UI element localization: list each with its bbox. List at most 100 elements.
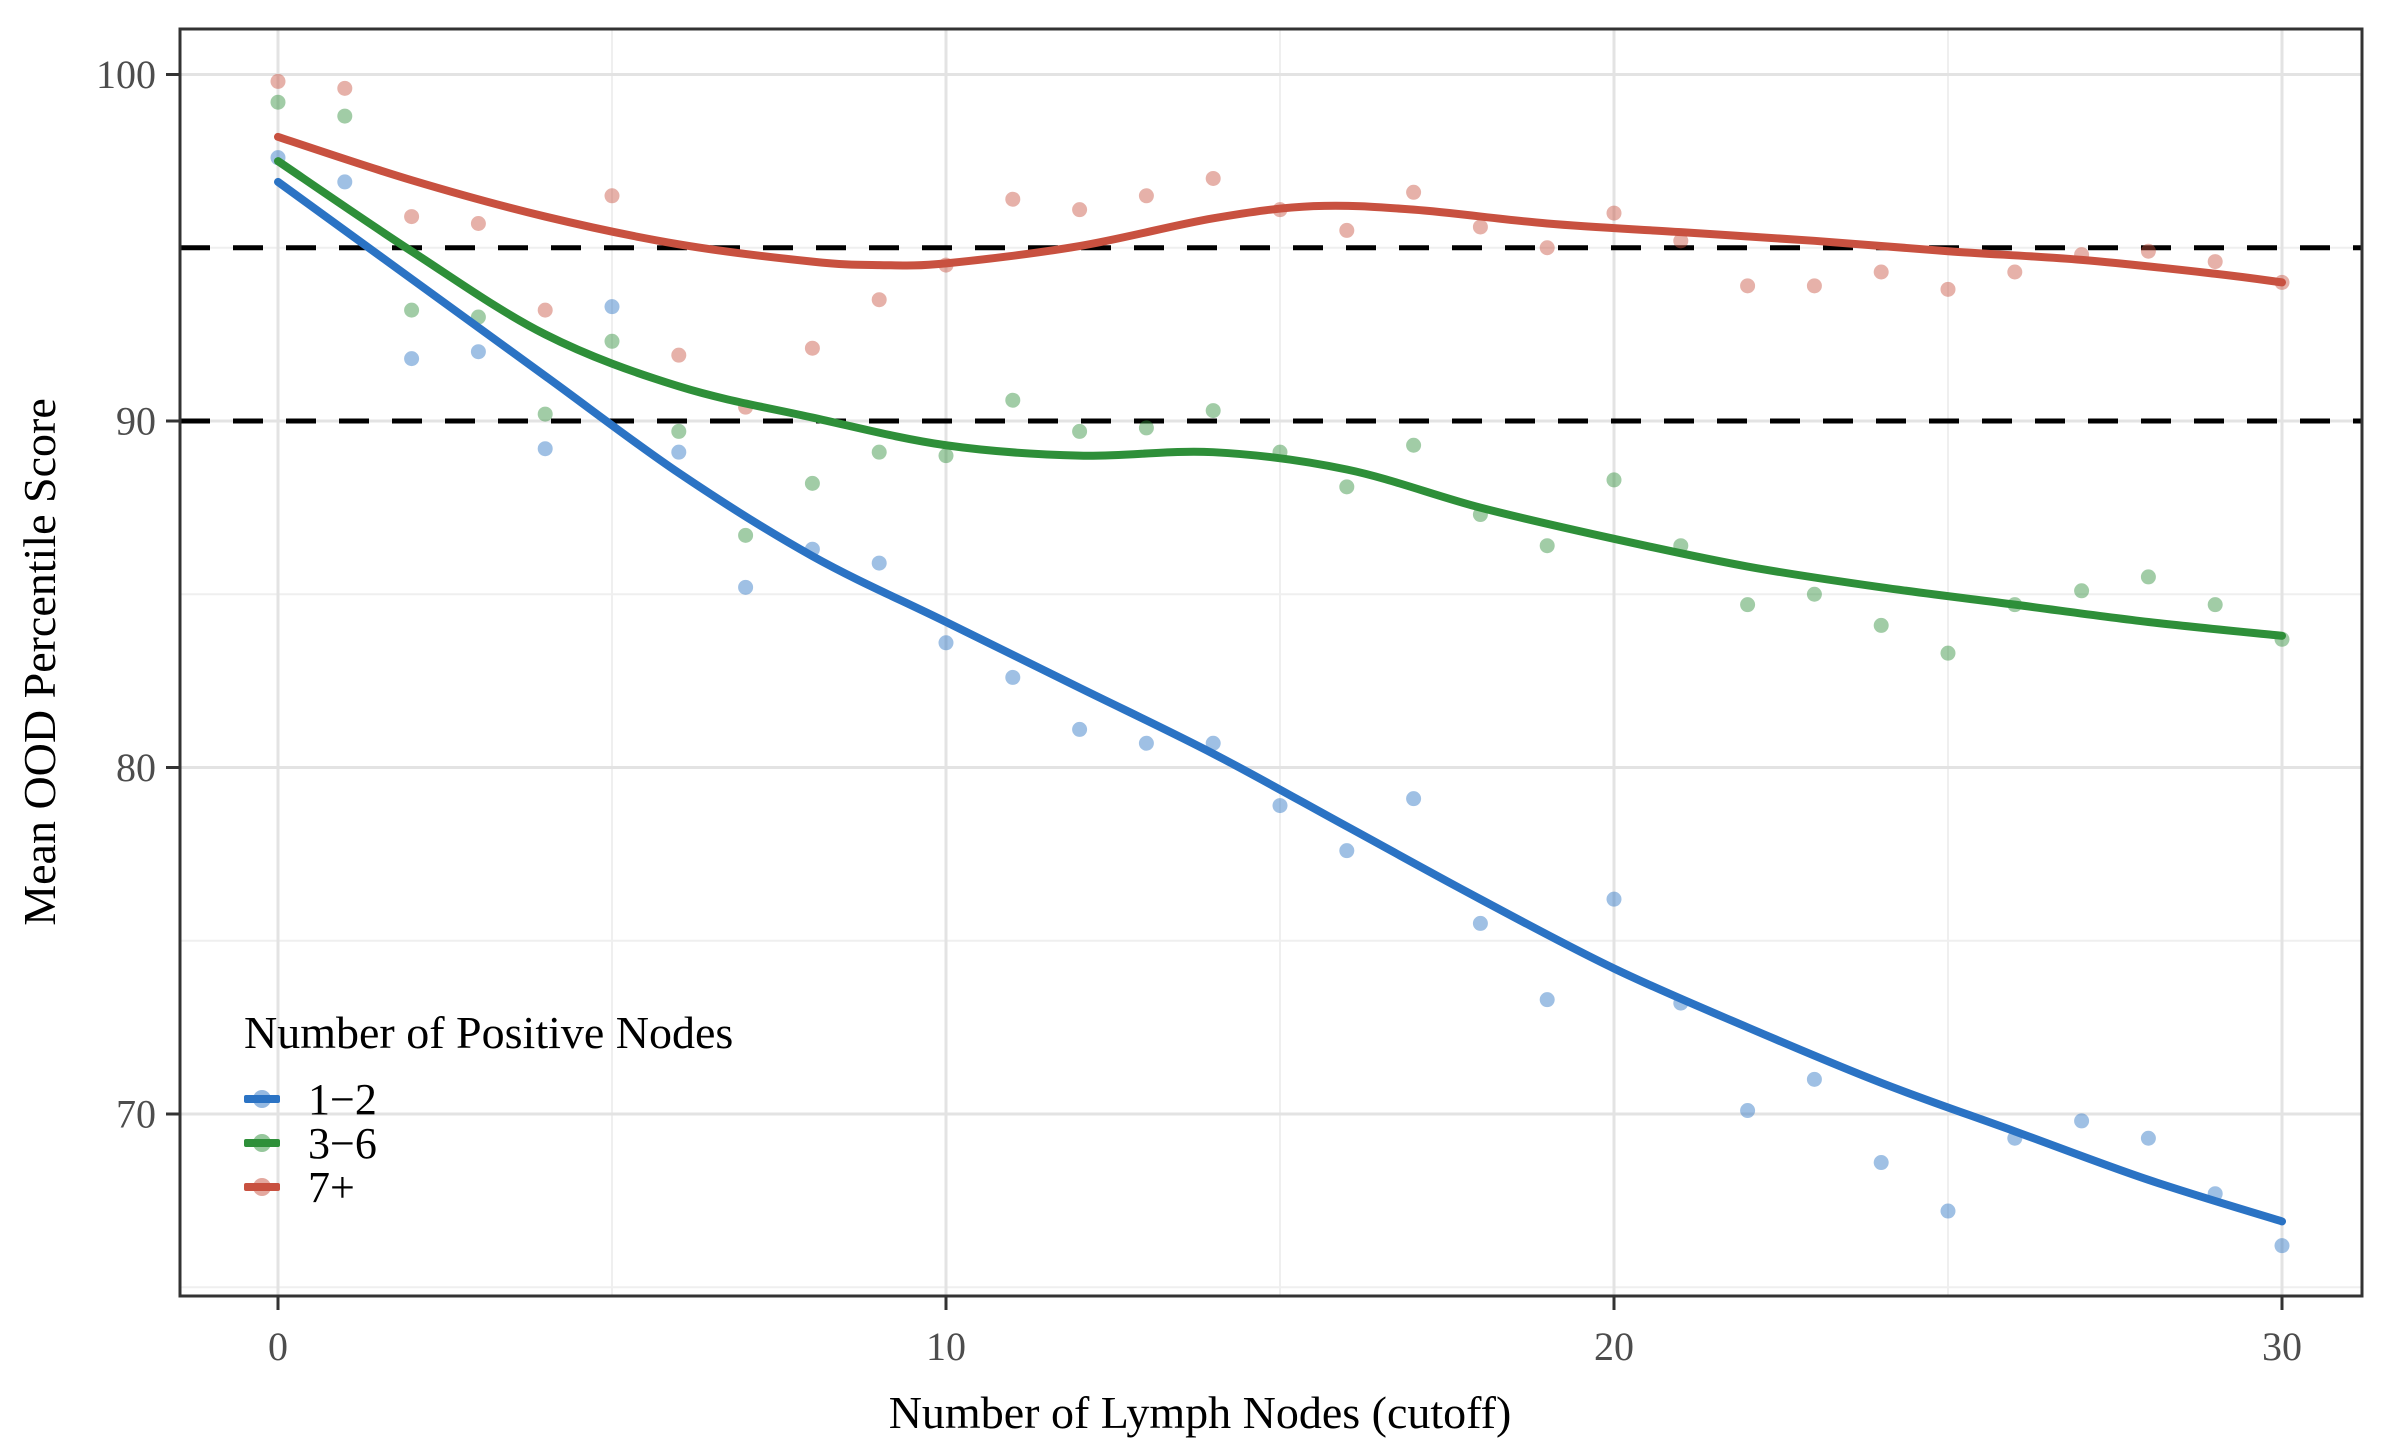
data-point-1−2 <box>671 444 687 460</box>
data-point-3−6 <box>1138 420 1154 436</box>
data-point-3−6 <box>2140 569 2156 585</box>
data-point-7+ <box>1472 219 1488 235</box>
data-point-7+ <box>671 347 687 363</box>
data-point-3−6 <box>337 108 353 124</box>
data-point-3−6 <box>1940 645 1956 661</box>
data-point-1−2 <box>871 555 887 571</box>
data-point-7+ <box>270 73 286 89</box>
data-point-1−2 <box>1606 891 1622 907</box>
y-tick-label-100: 100 <box>96 52 156 97</box>
data-point-3−6 <box>404 302 420 318</box>
data-point-7+ <box>1138 188 1154 204</box>
legend-swatch-1-2 <box>244 1077 280 1121</box>
data-point-7+ <box>337 80 353 96</box>
data-point-3−6 <box>1406 437 1422 453</box>
data-point-3−6 <box>738 527 754 543</box>
legend: Number of Positive Nodes 1−2 3−6 7+ <box>244 1006 734 1212</box>
data-point-7+ <box>1673 233 1689 249</box>
legend-swatch-7plus <box>244 1165 280 1209</box>
data-point-3−6 <box>804 475 820 491</box>
legend-item-1-2: 1−2 <box>244 1075 733 1124</box>
data-point-7+ <box>1339 222 1355 238</box>
data-point-1−2 <box>938 635 954 651</box>
data-point-1−2 <box>1138 735 1154 751</box>
data-point-3−6 <box>1339 479 1355 495</box>
data-point-3−6 <box>871 444 887 460</box>
legend-point-icon <box>253 1134 271 1152</box>
y-axis-title: Mean OOD Percentile Score <box>14 398 65 926</box>
y-tick-label-70: 70 <box>116 1092 156 1137</box>
data-point-7+ <box>2007 264 2023 280</box>
data-point-3−6 <box>2074 583 2090 599</box>
data-point-1−2 <box>1472 915 1488 931</box>
data-point-1−2 <box>537 441 553 457</box>
data-point-3−6 <box>604 333 620 349</box>
data-point-3−6 <box>1205 403 1221 419</box>
data-point-7+ <box>1806 278 1822 294</box>
smooth-curve-7+ <box>274 132 2286 287</box>
data-point-1−2 <box>2074 1113 2090 1129</box>
x-tick-label-30: 30 <box>2262 1324 2302 1369</box>
data-point-7+ <box>2140 243 2156 259</box>
data-point-1−2 <box>2140 1130 2156 1146</box>
data-point-1−2 <box>1873 1155 1889 1171</box>
data-point-7+ <box>1740 278 1756 294</box>
data-point-3−6 <box>1072 423 1088 439</box>
y-tick-label-80: 80 <box>116 745 156 790</box>
data-point-7+ <box>871 292 887 308</box>
data-point-1−2 <box>1272 798 1288 814</box>
x-tick-label-0: 0 <box>268 1324 288 1369</box>
data-point-1−2 <box>1740 1103 1756 1119</box>
data-point-7+ <box>470 215 486 231</box>
data-point-1−2 <box>1205 735 1221 751</box>
smooth-curve-3−6 <box>274 157 2286 640</box>
data-point-7+ <box>404 209 420 225</box>
data-point-3−6 <box>1740 597 1756 613</box>
data-point-7+ <box>1406 184 1422 200</box>
x-tick-label-10: 10 <box>926 1324 966 1369</box>
data-point-3−6 <box>1606 472 1622 488</box>
data-point-1−2 <box>1539 992 1555 1008</box>
data-point-7+ <box>804 340 820 356</box>
smooth-curve-1−2 <box>274 177 2286 1226</box>
data-point-7+ <box>1539 240 1555 256</box>
x-tick-label-20: 20 <box>1594 1324 1634 1369</box>
data-point-1−2 <box>404 351 420 367</box>
data-point-7+ <box>604 188 620 204</box>
legend-point-icon <box>253 1178 271 1196</box>
data-point-7+ <box>1005 191 1021 207</box>
data-point-3−6 <box>938 448 954 464</box>
legend-label-1-2: 1−2 <box>308 1074 377 1124</box>
data-point-1−2 <box>1806 1071 1822 1087</box>
y-tick-label-90: 90 <box>116 399 156 444</box>
data-point-1−2 <box>337 174 353 190</box>
data-point-3−6 <box>1005 392 1021 408</box>
data-point-7+ <box>2207 254 2223 270</box>
data-point-1−2 <box>738 579 754 595</box>
legend-item-3-6: 3−6 <box>244 1119 733 1168</box>
data-point-3−6 <box>1873 617 1889 633</box>
legend-label-3-6: 3−6 <box>308 1118 377 1168</box>
data-point-7+ <box>537 302 553 318</box>
data-point-7+ <box>1940 281 1956 297</box>
data-point-3−6 <box>537 406 553 422</box>
data-point-3−6 <box>2207 597 2223 613</box>
legend-title: Number of Positive Nodes <box>244 1007 734 1058</box>
data-point-3−6 <box>1539 538 1555 554</box>
x-axis-title: Number of Lymph Nodes (cutoff) <box>888 1387 1512 1438</box>
data-point-3−6 <box>270 94 286 110</box>
legend-point-icon <box>253 1090 271 1108</box>
data-point-1−2 <box>2274 1238 2290 1254</box>
legend-swatch-3-6 <box>244 1121 280 1165</box>
legend-label-7plus: 7+ <box>308 1162 355 1212</box>
data-point-1−2 <box>1940 1203 1956 1219</box>
data-point-3−6 <box>1806 586 1822 602</box>
data-point-7+ <box>1606 205 1622 221</box>
data-point-7+ <box>1873 264 1889 280</box>
data-point-7+ <box>1072 202 1088 218</box>
legend-item-7plus: 7+ <box>244 1163 733 1212</box>
data-point-1−2 <box>604 299 620 315</box>
data-point-1−2 <box>470 344 486 360</box>
